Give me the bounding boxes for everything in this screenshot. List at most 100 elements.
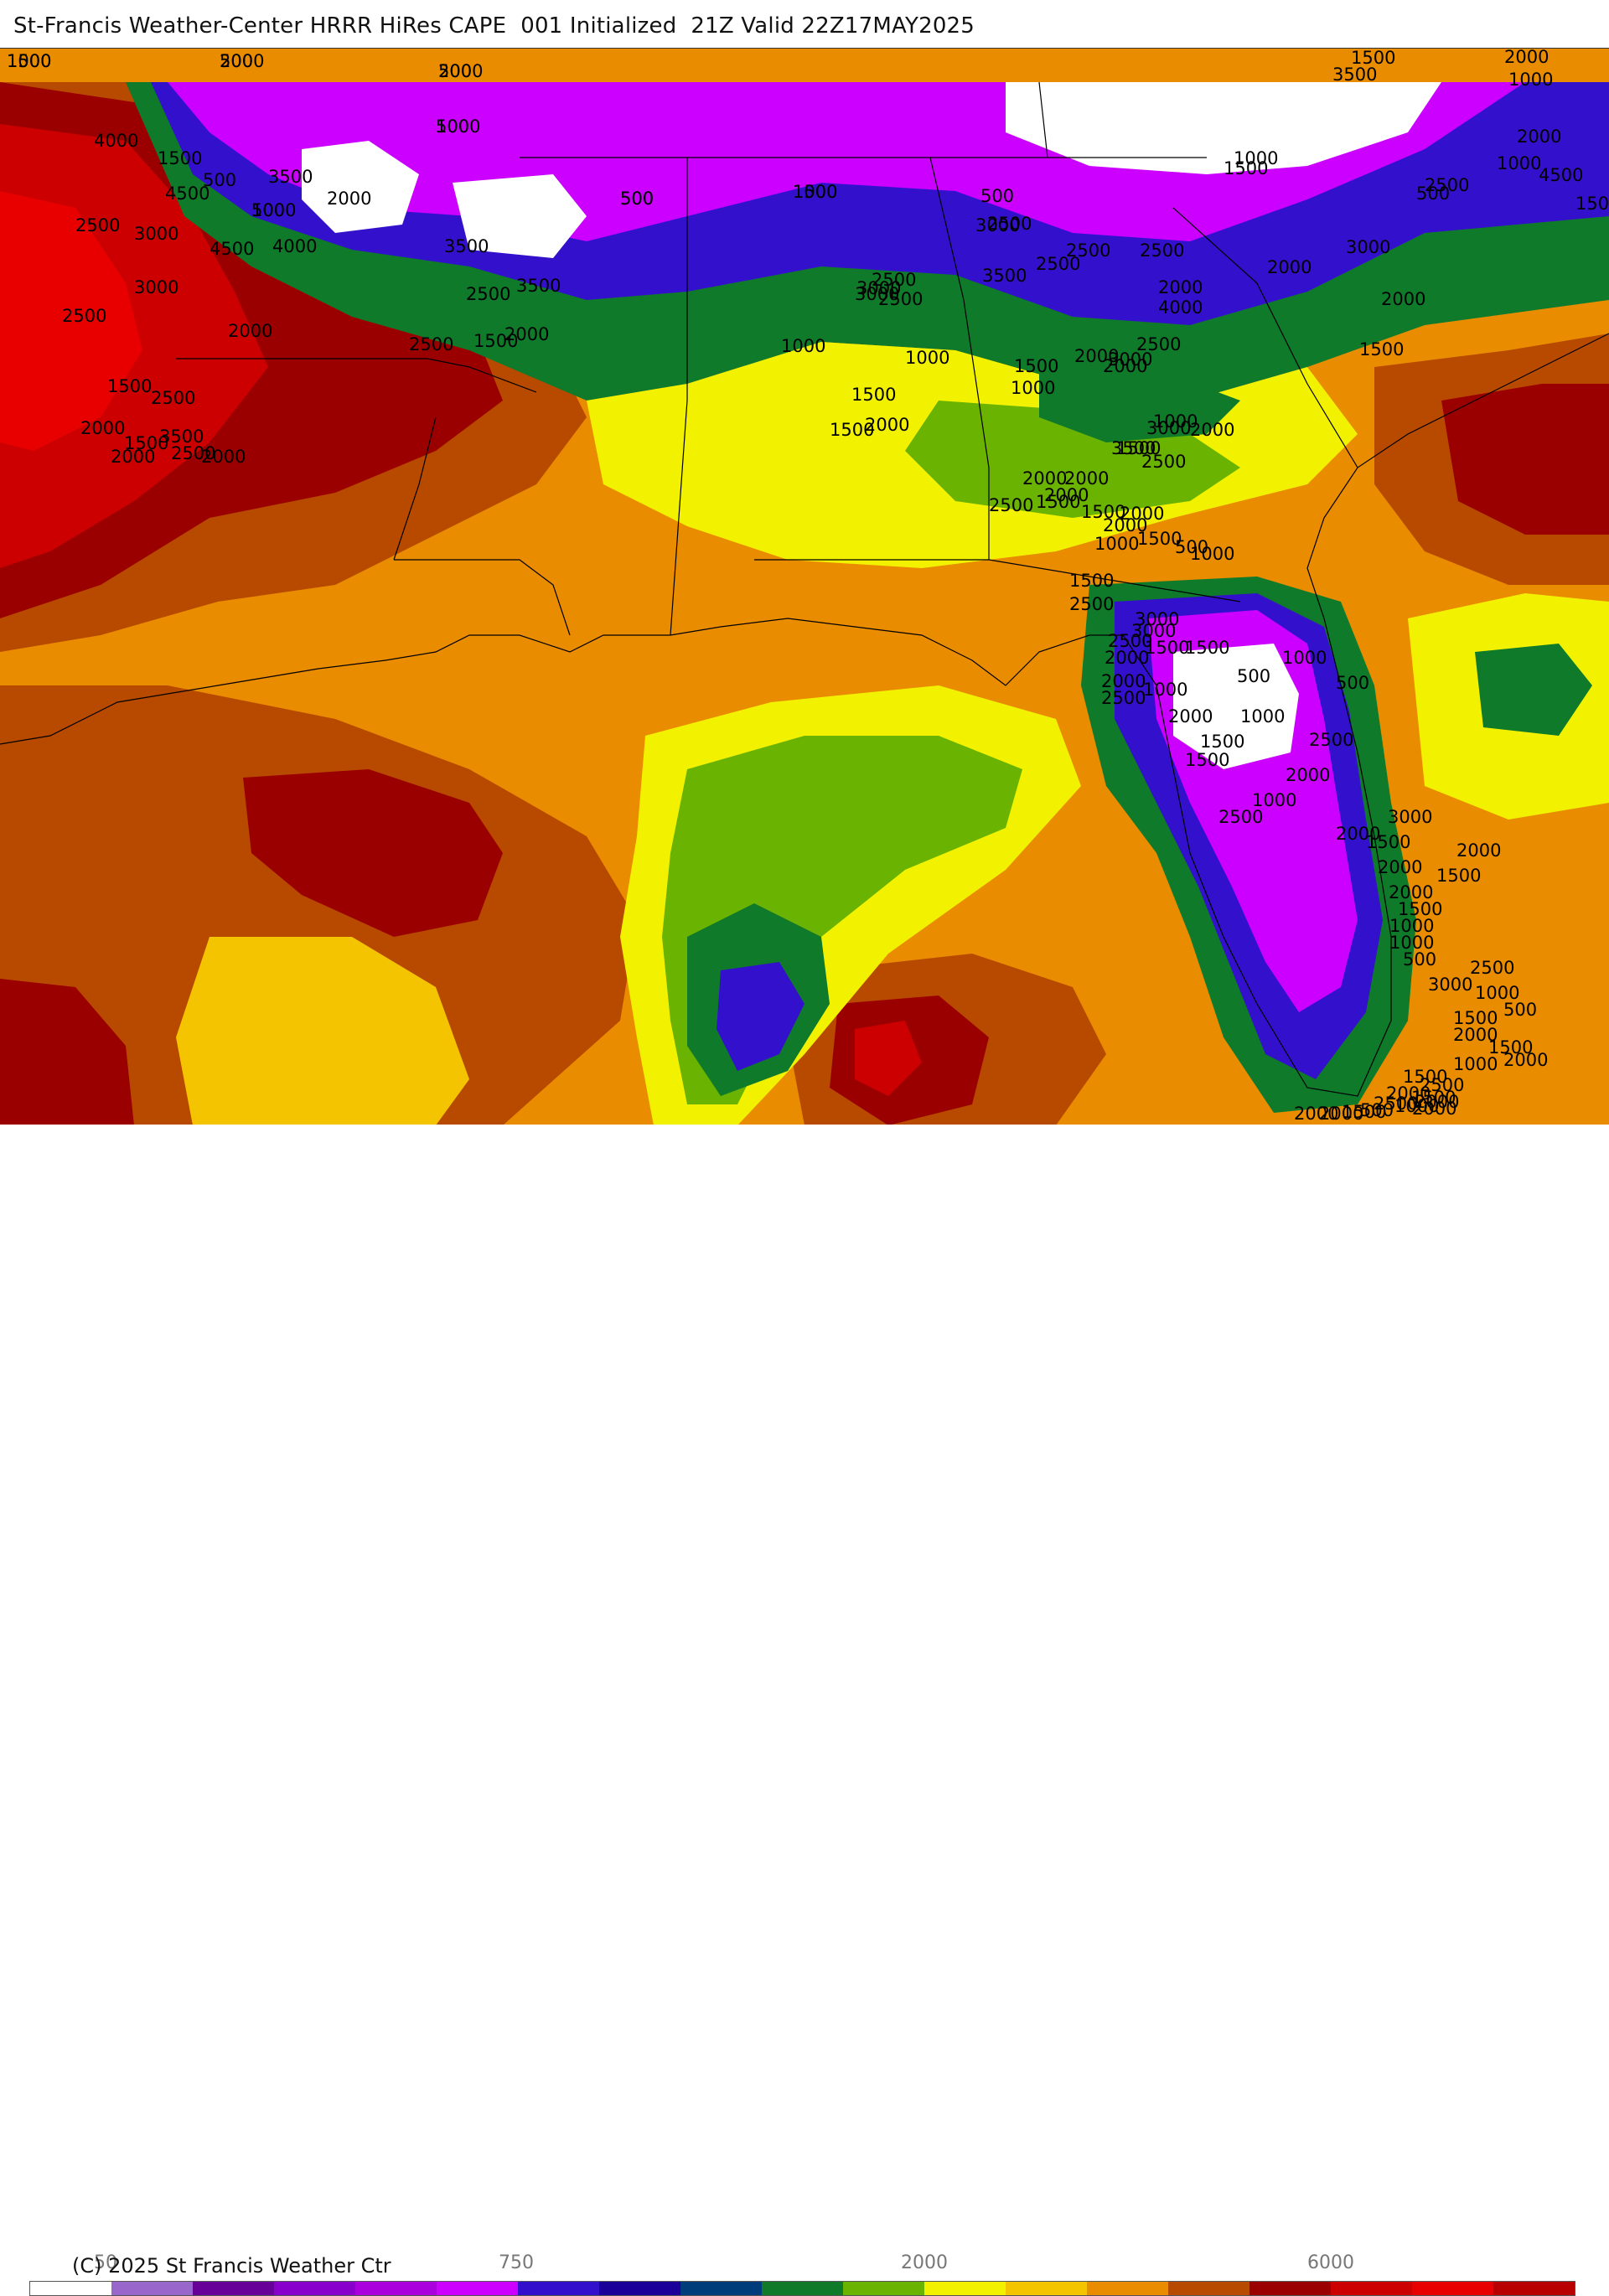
contour-label: 2500 (171, 443, 215, 463)
contour-label: 3500 (444, 236, 489, 256)
contour-label: 2500 (1218, 807, 1263, 827)
legend-swatch (762, 2282, 843, 2295)
contour-label: 2000 (1503, 1050, 1548, 1070)
contour-label: 1000 (1453, 1054, 1498, 1074)
cape-region-3500-gulf-west (243, 769, 503, 937)
contour-label: 2500 (1141, 452, 1186, 472)
contour-label: 2000 (220, 51, 264, 71)
contour-label: 1500 (1069, 571, 1114, 591)
contour-label: 4500 (1539, 165, 1583, 185)
contour-label: 2000 (865, 415, 909, 435)
contour-label: 2500 (1425, 175, 1469, 195)
contour-label: 1500 (1398, 899, 1442, 919)
contour-label: 500 (1403, 949, 1436, 970)
contour-label: 1000 (1282, 648, 1327, 668)
contour-label: 2000 (1044, 485, 1089, 505)
legend-swatch (518, 2282, 599, 2295)
contour-label: 2500 (1036, 254, 1080, 274)
contour-label: 1000 (1394, 1096, 1439, 1116)
contour-label: 2500 (987, 214, 1032, 234)
contour-label: 3000 (1388, 807, 1432, 827)
contour-label: 2500 (878, 289, 923, 309)
contour-label: 2000 (201, 447, 246, 467)
contour-label: 1500 (1575, 194, 1609, 214)
contour-label: 1500 (124, 433, 168, 453)
border-tx-la (394, 559, 571, 636)
contour-label: 2000 (1267, 257, 1312, 277)
contour-label: 3000 (1346, 237, 1390, 257)
contour-label: 3000 (1108, 349, 1152, 370)
cape-region-3000-gulf (0, 685, 637, 1125)
contour-label: 3000 (856, 278, 901, 298)
cape-region-2250-gulf (176, 937, 469, 1125)
contour-label: 2500 (1136, 334, 1181, 354)
contour-label: 1000 (1389, 916, 1434, 936)
contour-label: 1000 (1475, 983, 1519, 1003)
contour-label: 2500 (1140, 240, 1184, 261)
copyright-notice: (C) 2025 St Francis Weather Ctr (72, 2254, 391, 2278)
cape-color-scale (29, 2281, 1575, 2296)
legend-swatch (355, 2282, 437, 2295)
contour-label: 1500 (1342, 1102, 1386, 1122)
cape-region-4000-gulf-south (855, 1021, 922, 1096)
contour-label: 1000 (1497, 153, 1541, 173)
contour-label: 1000 (1190, 544, 1234, 564)
state-borders (0, 81, 1609, 1097)
contour-label: 1500 (1081, 502, 1125, 522)
contour-label: 3000 (1428, 975, 1472, 995)
contour-label: 1000 (1252, 790, 1296, 810)
contour-label: 500 (620, 189, 654, 209)
legend-swatch (1006, 2282, 1087, 2295)
contour-label: 2000 (1415, 1092, 1459, 1112)
contour-label: 3000 (1135, 609, 1179, 629)
legend-swatch (274, 2282, 355, 2295)
contour-label: 2000 (1517, 127, 1561, 147)
contour-label: 1500 (1488, 1037, 1533, 1058)
contour-label: 1500 (1453, 1008, 1498, 1028)
contour-label: 1000 (905, 348, 949, 368)
cape-region-3500-gulf-sw (0, 979, 134, 1125)
contour-label: 2000 (1022, 468, 1067, 489)
contour-label: 1500 (1411, 1088, 1456, 1108)
contour-label: 2000 (1381, 289, 1425, 309)
contour-label: 2000 (1504, 49, 1549, 67)
contour-label: 2000 (80, 418, 125, 438)
contour-label: 2000 (1101, 671, 1146, 691)
border-ky (1038, 81, 1048, 158)
contour-label: 1500 (1036, 492, 1080, 512)
cape-region-none-florida (1173, 644, 1299, 769)
contour-label: 2000 (1294, 1104, 1338, 1124)
contour-label: 1000 (1094, 534, 1139, 554)
contour-label: 2000 (1158, 277, 1203, 297)
contour-label: 3000 (134, 277, 178, 297)
contour-label: 2500 (151, 388, 195, 408)
legend-footer: 50 750 2000 6000 (C) 2025 St Francis Wea… (0, 1125, 1609, 2296)
border-ar-la (393, 416, 437, 561)
contour-label: 2000 (1105, 648, 1149, 668)
contour-label: 2000 (1190, 420, 1234, 440)
contour-label: 2000 (111, 447, 155, 467)
contour-label: 2500 (466, 284, 510, 304)
contour-label: 1500 (1436, 866, 1481, 886)
contour-label: 2000 (1389, 882, 1433, 902)
contour-label: 500 (251, 200, 285, 220)
contour-label: 1000 (793, 182, 837, 202)
contour-label: 500 (1503, 1000, 1537, 1020)
contour-label: 1000 (1153, 411, 1198, 432)
cape-region-3500-east (1441, 384, 1609, 535)
legend-swatch (111, 2282, 193, 2295)
contour-label: 2500 (1374, 1094, 1418, 1114)
contour-label: 500 (436, 116, 469, 137)
contour-label: 2500 (989, 495, 1033, 515)
contour-label: 1000 (251, 200, 296, 220)
contour-label: 1500 (1137, 529, 1182, 549)
contour-label: 1500 (7, 51, 51, 71)
cape-map: 1000 500 500 1000 1000 500 1000 500 1000 500 1500 1… (0, 48, 1609, 1125)
contour-label: 2500 (1101, 688, 1146, 708)
legend-tick-750: 750 (499, 2252, 534, 2273)
contour-label: 4500 (165, 184, 210, 204)
contour-label: 3500 (159, 427, 204, 447)
contour-label: 2500 (75, 215, 120, 235)
